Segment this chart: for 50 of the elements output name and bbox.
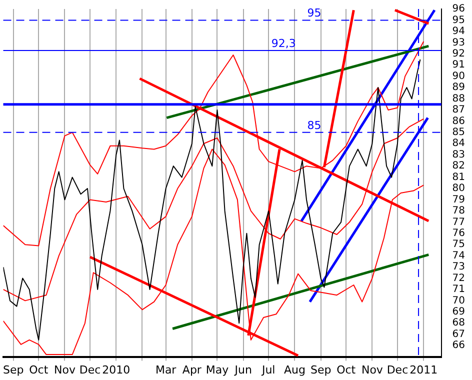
y-tick-label: 92	[452, 48, 466, 60]
y-tick-label: 78	[452, 206, 466, 217]
y-tick-label: 96	[452, 4, 466, 15]
x-tick-label: Apr	[182, 363, 202, 376]
y-tick-label: 86	[452, 116, 466, 127]
x-tick-label: May	[206, 363, 230, 376]
x-tick-label: Nov	[361, 363, 384, 376]
ref-line-label: 92,3	[271, 36, 296, 50]
x-tick-label: Oct	[336, 363, 356, 376]
ref-line-label: 95	[307, 6, 322, 20]
x-tick-label: Jun	[234, 363, 252, 376]
y-tick-label: 85	[452, 127, 466, 138]
y-tick-label: 82	[452, 160, 466, 172]
y-tick-label: 95	[452, 14, 466, 26]
y-tick-label: 71	[452, 284, 466, 296]
y-tick-label: 73	[452, 262, 466, 273]
y-tick-label: 70	[452, 295, 466, 306]
y-tick-label: 83	[452, 149, 466, 160]
y-tick-label: 84	[452, 138, 466, 150]
y-tick-label: 74	[452, 250, 466, 262]
x-tick-label: Jul	[260, 363, 276, 376]
x-tick-label: Oct	[29, 363, 49, 376]
x-tick-label: 2011	[410, 363, 438, 376]
y-tick-label: 91	[452, 60, 466, 71]
x-tick-label: Sep	[3, 363, 24, 376]
x-tick-label: Aug	[284, 363, 306, 376]
x-tick-label: 2010	[102, 363, 130, 376]
y-tick-label: 94	[452, 26, 466, 38]
x-tick-label: Mar	[155, 363, 177, 376]
y-tick-label: 69	[452, 306, 466, 318]
y-tick-label: 87	[452, 104, 466, 116]
ref-line-label: 85	[307, 118, 322, 132]
x-tick-label: Dec	[79, 363, 101, 376]
y-tick-label: 80	[452, 183, 466, 194]
y-tick-label: 93	[452, 37, 466, 48]
x-tick-label: Dec	[386, 363, 408, 376]
y-tick-label: 67	[452, 328, 466, 340]
x-tick-label: Sep	[310, 363, 332, 376]
y-tick-label: 89	[452, 82, 466, 94]
y-tick-label: 72	[452, 272, 466, 284]
y-tick-label: 75	[452, 239, 466, 250]
y-tick-label: 76	[452, 228, 466, 239]
y-tick-label: 68	[452, 318, 466, 329]
y-tick-label: 79	[452, 194, 466, 206]
y-tick-label: 88	[452, 93, 466, 104]
y-tick-label: 90	[452, 70, 466, 82]
y-tick-label: 66	[452, 340, 466, 352]
y-tick-label: 77	[452, 216, 466, 228]
x-tick-label: Nov	[54, 363, 76, 376]
y-tick-label: 81	[452, 172, 466, 183]
